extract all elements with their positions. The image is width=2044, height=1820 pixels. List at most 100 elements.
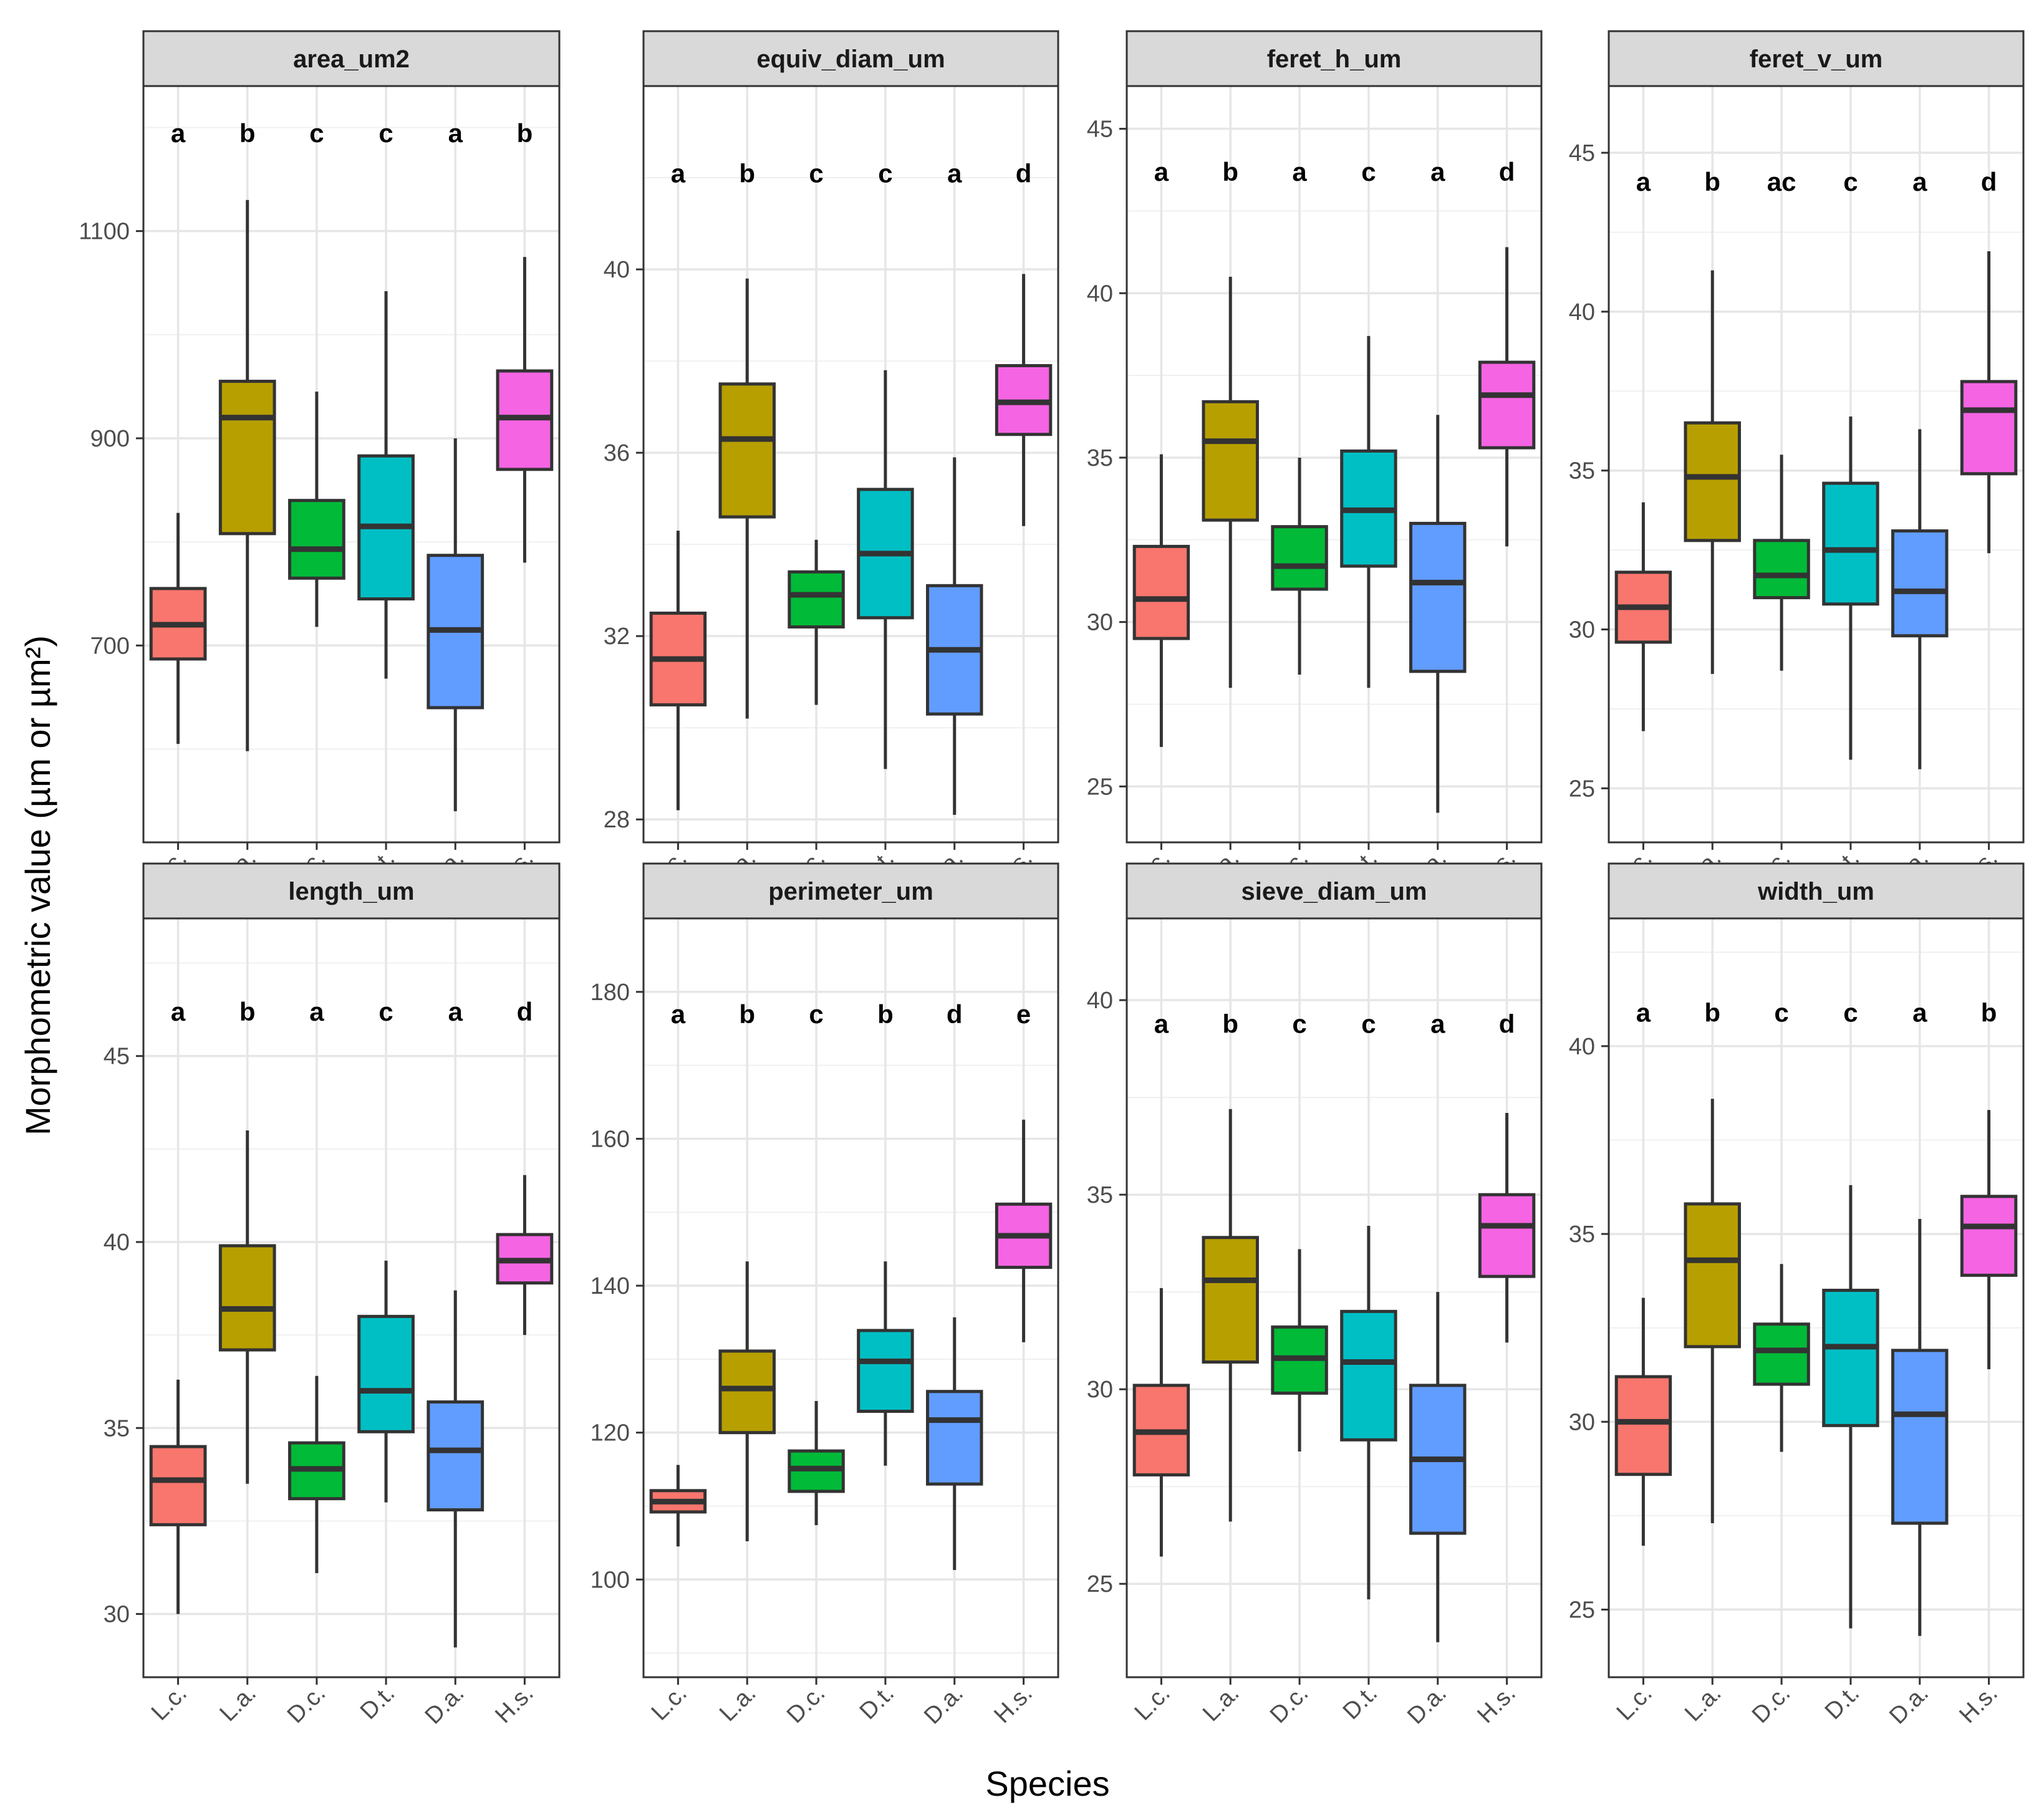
significance-letter: d <box>1499 157 1515 186</box>
box-L.c. <box>149 1445 207 1526</box>
y-tick-label: 140 <box>591 1273 630 1299</box>
significance-letter: c <box>1361 157 1376 186</box>
box-D.a. <box>427 1400 484 1512</box>
significance-letter: b <box>1981 998 1997 1028</box>
significance-letter: a <box>671 999 686 1029</box>
significance-letter: b <box>1222 157 1238 186</box>
box-L.a. <box>718 382 776 519</box>
y-tick-label: 30 <box>1569 617 1595 643</box>
y-tick-label: 35 <box>1569 458 1595 484</box>
strip-background <box>642 30 1059 87</box>
box-D.c. <box>1753 539 1810 600</box>
strip-label: perimeter_um <box>768 878 933 905</box>
y-tick-label: 40 <box>1087 988 1113 1014</box>
strip-background <box>142 862 561 920</box>
box-D.a. <box>1891 1349 1949 1525</box>
panel-feret_h_um: feret_h_umabacad2530354045L.c.L.a.D.c.D.… <box>1087 30 1543 895</box>
significance-letter: b <box>739 159 755 188</box>
strip-background <box>1126 862 1543 920</box>
box-H.s. <box>1960 1195 2018 1277</box>
y-tick-label: 45 <box>1569 140 1595 166</box>
significance-letter: c <box>1843 998 1858 1028</box>
y-tick-label: 160 <box>591 1126 630 1152</box>
panel-background <box>644 86 1058 842</box>
significance-letter: c <box>809 159 823 188</box>
panel-background <box>143 918 559 1677</box>
box-L.a. <box>218 1244 276 1352</box>
significance-letter: c <box>1774 998 1788 1028</box>
panel-border <box>1126 85 1543 844</box>
y-tick-label: 45 <box>104 1044 130 1070</box>
y-tick-label: 30 <box>1569 1409 1595 1435</box>
box-D.a. <box>1409 521 1467 673</box>
y-tick-label: 100 <box>591 1567 630 1593</box>
panel-equiv_diam_um: equiv_diam_umabccad28323640L.c.L.a.D.c.D… <box>604 30 1059 895</box>
y-axis-title: Morphometric value (µm or µm²) <box>18 635 57 1135</box>
y-tick-label: 40 <box>1087 281 1113 307</box>
box-L.a. <box>1684 1202 1741 1349</box>
significance-letter: b <box>739 999 755 1029</box>
significance-letter: b <box>239 997 256 1026</box>
significance-letter: b <box>1704 998 1720 1028</box>
significance-letter: d <box>1499 1009 1515 1039</box>
panel-background <box>644 918 1058 1677</box>
strip-label: width_um <box>1757 878 1874 905</box>
y-tick-label: 35 <box>104 1415 130 1442</box>
y-tick-label: 35 <box>1087 445 1113 471</box>
y-tick-label: 1100 <box>79 219 130 245</box>
y-tick-label: 25 <box>1569 1597 1595 1624</box>
significance-letter: b <box>877 999 894 1029</box>
panel-area_um2: area_um2abccab7009001100L.c.L.a.D.c.D.t.… <box>79 30 561 895</box>
significance-letter: a <box>671 159 686 188</box>
strip-background <box>1608 862 2025 920</box>
significance-letter: a <box>1154 1009 1169 1039</box>
box-H.s. <box>1960 380 2018 476</box>
box-L.a. <box>1684 421 1741 542</box>
strip-background <box>142 30 561 87</box>
significance-letter: c <box>809 999 823 1029</box>
significance-letter: c <box>378 118 393 148</box>
box-D.t. <box>357 1314 415 1433</box>
y-tick-label: 40 <box>1569 1034 1595 1060</box>
panel-background <box>1609 86 2023 842</box>
strip-background <box>642 862 1059 920</box>
box-D.t. <box>857 1329 914 1413</box>
box-D.c. <box>1271 525 1328 591</box>
box-L.c. <box>1132 544 1190 640</box>
box-D.t. <box>1340 1309 1397 1442</box>
box-L.a. <box>1202 400 1259 522</box>
box-L.a. <box>718 1349 776 1435</box>
strip-label: feret_v_um <box>1750 46 1883 73</box>
panel-border <box>1608 85 2025 844</box>
significance-letter: a <box>171 997 186 1026</box>
panel-background <box>1127 918 1541 1677</box>
y-tick-label: 120 <box>591 1420 630 1447</box>
y-tick-label: 180 <box>591 980 630 1006</box>
significance-letter: d <box>947 999 963 1029</box>
strip-label: feret_h_um <box>1267 46 1402 73</box>
box-L.c. <box>1614 1375 1672 1476</box>
significance-letter: c <box>309 118 324 148</box>
y-tick-label: 28 <box>604 807 630 833</box>
y-tick-label: 25 <box>1087 774 1113 800</box>
y-tick-label: 32 <box>604 624 630 650</box>
significance-letter: c <box>378 997 393 1026</box>
box-L.a. <box>218 380 276 536</box>
box-D.t. <box>1822 481 1879 606</box>
significance-letter: a <box>448 118 463 148</box>
significance-letter: a <box>448 997 463 1026</box>
box-D.c. <box>1753 1322 1810 1386</box>
y-tick-label: 35 <box>1087 1182 1113 1208</box>
panels: area_um2abccab7009001100L.c.L.a.D.c.D.t.… <box>79 30 2025 1730</box>
significance-letter: a <box>1430 1009 1445 1039</box>
significance-letter: c <box>1843 167 1858 196</box>
significance-letter: c <box>1361 1009 1376 1039</box>
box-L.a. <box>1202 1236 1259 1364</box>
panel-border <box>642 85 1059 844</box>
significance-letter: a <box>171 118 186 148</box>
